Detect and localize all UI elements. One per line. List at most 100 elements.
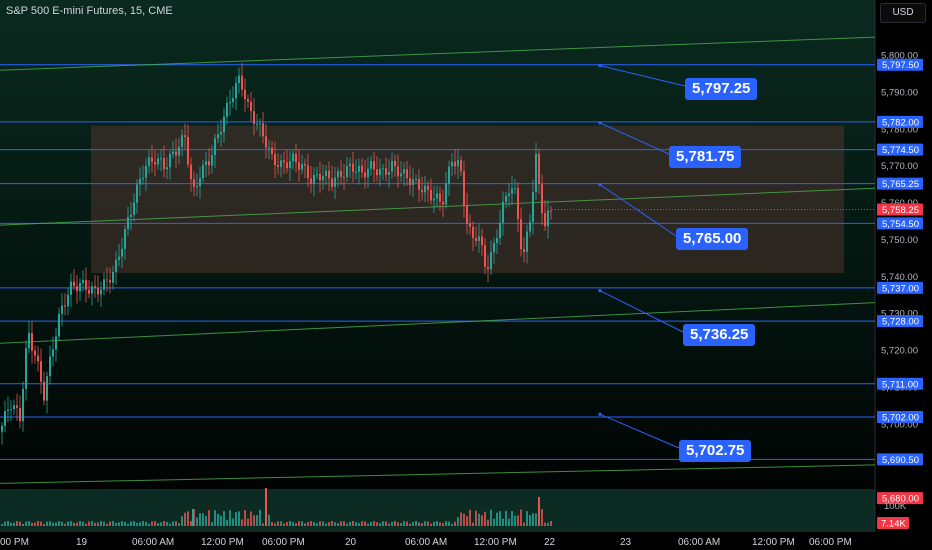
volume-bar bbox=[394, 521, 396, 526]
volume-bar bbox=[178, 523, 180, 526]
price-callout-label[interactable]: 5,797.25 bbox=[685, 78, 758, 100]
x-tick-label: 06:00 AM bbox=[132, 537, 174, 548]
level-price-tag bbox=[877, 217, 923, 230]
price-callout-label[interactable]: 5,702.75 bbox=[679, 440, 752, 462]
volume-bar bbox=[346, 523, 348, 526]
volume-bar bbox=[508, 518, 510, 526]
volume-bar bbox=[478, 513, 480, 526]
candle-body bbox=[58, 313, 60, 337]
candle-body bbox=[466, 205, 468, 224]
volume-bar bbox=[106, 523, 108, 526]
currency-button[interactable]: USD bbox=[880, 3, 926, 23]
candle-body bbox=[211, 155, 213, 166]
volume-bar bbox=[112, 521, 114, 526]
candle-body bbox=[151, 157, 153, 163]
candle-body bbox=[13, 405, 15, 410]
candle-body bbox=[214, 138, 216, 156]
volume-bar bbox=[490, 509, 492, 526]
candle-body bbox=[460, 160, 462, 172]
volume-bar bbox=[370, 521, 372, 526]
candle-body bbox=[163, 158, 165, 170]
volume-bar bbox=[130, 521, 132, 526]
candle-body bbox=[418, 178, 420, 190]
candle-body bbox=[385, 168, 387, 175]
price-callout-label[interactable]: 5,781.75 bbox=[669, 146, 742, 168]
candle-body bbox=[1, 425, 3, 432]
time-axis bbox=[0, 532, 932, 550]
volume-bar bbox=[25, 521, 27, 526]
volume-bar bbox=[397, 522, 399, 526]
volume-bar bbox=[22, 523, 24, 526]
volume-bar bbox=[484, 511, 486, 526]
volume-bar bbox=[295, 523, 297, 526]
volume-bar bbox=[268, 514, 270, 526]
volume-bar bbox=[313, 522, 315, 526]
price-callout-label[interactable]: 5,736.25 bbox=[683, 324, 756, 346]
candle-body bbox=[67, 294, 69, 307]
level-price-tag bbox=[877, 315, 923, 328]
candle-body bbox=[223, 116, 225, 133]
volume-bar bbox=[505, 510, 507, 526]
callout-anchor-dot bbox=[598, 121, 602, 125]
candle-body bbox=[37, 355, 39, 362]
level-price-tag bbox=[877, 281, 923, 294]
trend-line[interactable] bbox=[0, 36, 876, 71]
candle-body bbox=[307, 165, 309, 179]
volume-bar bbox=[208, 510, 210, 526]
volume-bar bbox=[460, 512, 462, 526]
volume-bar bbox=[496, 512, 498, 526]
candle-body bbox=[343, 176, 345, 178]
volume-bar bbox=[364, 521, 366, 526]
volume-bar bbox=[280, 521, 282, 526]
volume-bar bbox=[118, 522, 120, 526]
volume-bar bbox=[493, 518, 495, 526]
candle-body bbox=[196, 186, 198, 188]
candle-body bbox=[412, 179, 414, 186]
volume-bar bbox=[520, 509, 522, 526]
callout-anchor-dot bbox=[598, 64, 602, 68]
volume-bar bbox=[199, 513, 201, 526]
candle-body bbox=[346, 165, 348, 177]
volume-bar bbox=[328, 522, 330, 526]
volume-spike-bar bbox=[192, 509, 194, 526]
x-tick-label: 23 bbox=[620, 537, 632, 548]
volume-bar bbox=[358, 523, 360, 526]
candle-body bbox=[364, 172, 366, 178]
candle-body bbox=[310, 178, 312, 184]
price-callout-label[interactable]: 5,765.00 bbox=[676, 228, 749, 250]
volume-bar bbox=[223, 511, 225, 526]
level-price-tag bbox=[877, 492, 923, 505]
candle-body bbox=[268, 147, 270, 149]
x-tick-label: 20 bbox=[345, 537, 357, 548]
candle-body bbox=[178, 146, 180, 156]
trend-line[interactable] bbox=[0, 302, 876, 344]
volume-bar bbox=[256, 515, 258, 526]
candle-body bbox=[235, 82, 237, 99]
volume-bar bbox=[253, 515, 255, 526]
level-price-tag-label: 5,702.00 bbox=[882, 412, 919, 423]
trend-line[interactable] bbox=[0, 187, 876, 226]
current-price-tag bbox=[877, 203, 923, 216]
volume-bar bbox=[523, 522, 525, 526]
volume-bar bbox=[121, 521, 123, 526]
volume-bar bbox=[292, 522, 294, 526]
candle-body bbox=[55, 336, 57, 350]
trend-line[interactable] bbox=[0, 464, 876, 484]
candle-body bbox=[349, 163, 351, 166]
candle-body bbox=[355, 171, 357, 173]
y-tick-label: 5,740.00 bbox=[881, 272, 918, 283]
volume-bar bbox=[337, 523, 339, 526]
candle-body bbox=[358, 165, 360, 172]
candle-body bbox=[517, 187, 519, 220]
volume-bar bbox=[250, 511, 252, 526]
candle-body bbox=[469, 223, 471, 227]
candle-body bbox=[238, 75, 240, 83]
volume-bar bbox=[403, 521, 405, 526]
candle-body bbox=[496, 238, 498, 244]
candle-body bbox=[184, 135, 186, 137]
level-price-tag bbox=[877, 115, 923, 128]
volume-bar bbox=[103, 521, 105, 526]
candle-body bbox=[523, 249, 525, 252]
y-tick-label: 5,800.00 bbox=[881, 51, 918, 62]
